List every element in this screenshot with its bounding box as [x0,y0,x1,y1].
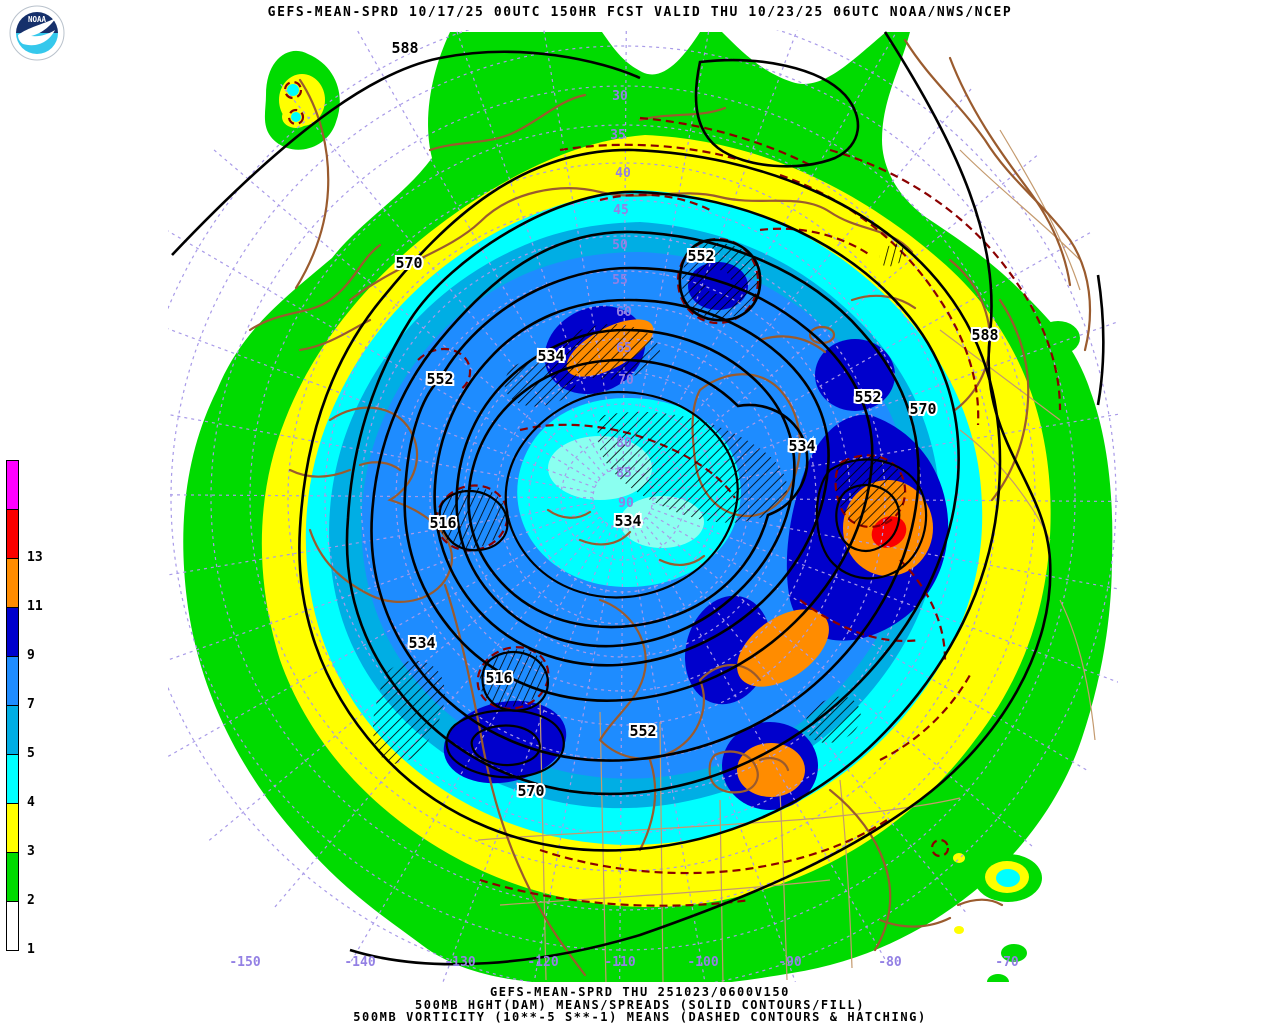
legend-value: 13 [27,550,43,565]
footer-line-1: GEFS-MEAN-SPRD THU 251023/0600V150 [489,985,791,999]
longitude-label: -80 [878,955,902,970]
height-contour-layer [171,31,1105,966]
contour-label: 570 [517,782,544,800]
contour-label: 534 [788,437,815,455]
longitude-label: -130 [444,955,475,970]
contour-label: 552 [854,388,881,406]
latitude-label: 65 [616,341,632,356]
legend-band [6,509,19,559]
footer-line-2: 500MB HGHT(DAM) MEANS/SPREADS (SOLID CON… [414,998,866,1012]
longitude-label: -150 [229,955,260,970]
legend-value: 3 [27,844,35,859]
contour-label: 552 [629,722,656,740]
contour-label: 552 [426,370,453,388]
contour-label: 588 [971,326,998,344]
contour-label: 570 [909,400,936,418]
longitude-label: -70 [995,955,1019,970]
longitude-label: -110 [604,955,635,970]
legend-value: 5 [27,746,35,761]
legend-band [6,901,19,951]
legend-value: 11 [27,599,43,614]
hatching-layer [373,242,907,764]
logo-sky [16,12,58,33]
contour-label: 516 [485,669,512,687]
legend-band [6,460,19,510]
latitude-label: 80 [616,436,632,451]
latitude-label: 70 [618,373,634,388]
contour-label: 516 [429,514,456,532]
chart-title: GEFS-MEAN-SPRD 10/17/25 00UTC 150HR FCST… [267,5,1013,20]
legend-band [6,607,19,657]
latitude-label: 60 [616,305,632,320]
contour-label: 534 [408,634,435,652]
legend-value: 2 [27,893,35,908]
legend-band [6,705,19,755]
boundary-layer [477,129,1096,982]
latitude-label: 45 [613,203,629,218]
contour-label: 534 [537,347,564,365]
latitude-label: 90 [618,496,634,511]
legend-band [6,852,19,902]
legend-band [6,754,19,804]
latitude-label: 55 [612,273,628,288]
legend-band [6,558,19,608]
longitude-label: -140 [344,955,375,970]
latitude-label: 85 [616,466,632,481]
legend-value: 9 [27,648,35,663]
contour-label: 588 [391,39,418,57]
legend-value: 1 [27,942,35,957]
latitude-label: 40 [615,166,631,181]
latitude-label: 50 [612,238,628,253]
longitude-label: -100 [687,955,718,970]
legend-value: 7 [27,697,35,712]
footer-line-3: 500MB VORTICITY (10**-5 S**-1) MEANS (DA… [353,1010,927,1024]
logo-seagull-icon [18,18,56,46]
noaa-logo: NOAA [9,5,65,61]
legend-band [6,803,19,853]
longitude-label: -90 [778,955,802,970]
legend-value: 4 [27,795,35,810]
logo-text: NOAA [28,15,47,24]
longitude-label: -120 [527,955,558,970]
latitude-label: 30 [612,89,628,104]
latitude-label: 35 [610,128,626,143]
contour-label: 534 [614,512,641,530]
contour-label: 570 [395,254,422,272]
contour-label: 552 [687,247,714,265]
spread-fill-layer [183,32,1113,982]
map-labels-layer: 588 588 570 570 570 552 552 552 552 534 534 534 534 5… [229,37,1019,970]
legend-band [6,656,19,706]
